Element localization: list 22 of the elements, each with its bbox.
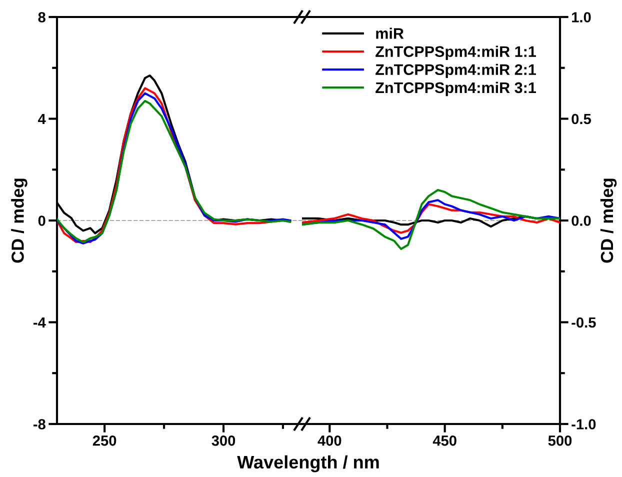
y-tick-label: -8: [33, 419, 46, 430]
y-tick-label: 4: [38, 114, 46, 124]
y2-tick-label: 0.0: [572, 216, 591, 226]
y2-tick-label: 1.0: [572, 12, 591, 22]
legend-label: ZnTCPPSpm4:miR 1:1: [376, 46, 536, 60]
x-axis-title: Wavelength / nm: [237, 455, 379, 472]
x-tick-label: 300: [212, 435, 236, 446]
y-tick-label: -4: [33, 318, 46, 328]
legend-label: miR: [376, 28, 404, 39]
y-axis-title: CD / mdeg: [11, 178, 28, 263]
y2-axis-title: CD / mdeg: [600, 178, 617, 263]
x-tick-label: 400: [318, 435, 342, 446]
x-tick-label: 500: [548, 435, 572, 446]
y2-tick-label: 0.5: [572, 114, 591, 124]
legend-label: ZnTCPPSpm4:miR 3:1: [376, 82, 536, 96]
x-tick-label: 450: [432, 435, 456, 446]
legend-label: ZnTCPPSpm4:miR 2:1: [376, 64, 536, 78]
x-tick-label: 250: [92, 435, 116, 446]
y-tick-label: 0: [38, 216, 46, 226]
y-tick-label: 8: [38, 12, 46, 22]
y2-tick-label: -1.0: [572, 419, 596, 430]
y2-tick-label: -0.5: [572, 317, 596, 328]
